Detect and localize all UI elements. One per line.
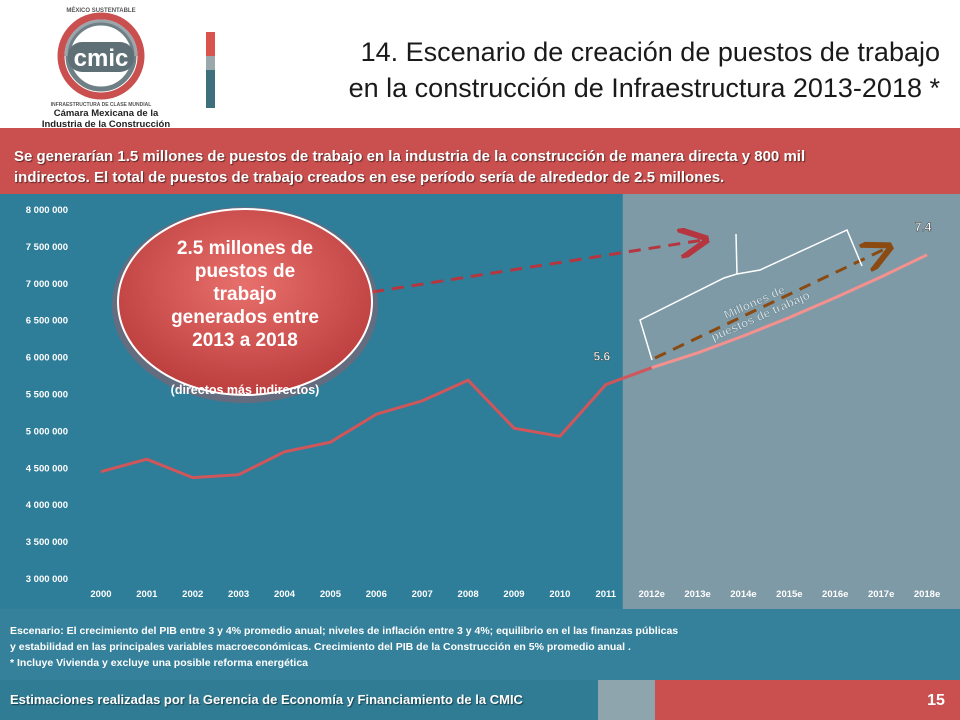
y-tick-label: 6 000 000 [26, 353, 68, 364]
page-title: 14. Escenario de creación de puestos de … [240, 34, 940, 106]
callout-line: generados entre [171, 307, 319, 328]
scenario-line-3: * Incluye Vivienda y excluye una posible… [10, 657, 309, 669]
x-tick-label: 2017e [868, 589, 894, 600]
footer-source: Estimaciones realizadas por la Gerencia … [10, 692, 523, 707]
data-label: 7.4 [915, 220, 932, 234]
y-tick-label: 5 000 000 [26, 426, 68, 437]
cmic-logo: MÉXICO SUSTENTABLE cmic INFRAESTRUCTURA … [42, 6, 170, 130]
y-tick-label: 7 000 000 [26, 279, 68, 290]
x-tick-label: 2001 [136, 589, 158, 600]
x-tick-label: 2000 [90, 589, 111, 600]
callout-arrow [371, 240, 703, 294]
logo-top-text: MÉXICO SUSTENTABLE [66, 6, 135, 14]
x-tick-label: 2003 [228, 589, 249, 600]
x-tick-label: 2011 [595, 589, 616, 600]
callout-subtext: (directos más indirectos) [171, 383, 320, 397]
x-tick-label: 2018e [914, 589, 940, 600]
y-tick-label: 4 000 000 [26, 500, 68, 511]
y-tick-label: 3 000 000 [26, 574, 68, 585]
scenario-panel [0, 609, 960, 680]
logo-org-line1: Cámara Mexicana de la [54, 108, 159, 119]
x-tick-label: 2006 [366, 589, 387, 600]
y-tick-label: 7 500 000 [26, 242, 68, 253]
logo-brand: cmic [74, 45, 129, 72]
x-tick-label: 2012e [638, 589, 664, 600]
summary-banner [0, 128, 960, 194]
title-line-2: en la construcción de Infraestructura 20… [348, 73, 940, 103]
y-tick-label: 3 500 000 [26, 537, 68, 548]
page-number: 15 [927, 692, 945, 709]
x-tick-label: 2015e [776, 589, 802, 600]
y-tick-label: 5 500 000 [26, 390, 68, 401]
chart-container: 3 000 000 3 500 000 4 000 000 4 500 000 5 00… [0, 194, 960, 609]
footer [0, 680, 960, 720]
data-label: 5.6 [593, 350, 610, 364]
title-accent-bar [206, 32, 215, 108]
x-tick-label: 2008 [458, 589, 479, 600]
scenario-line-1: Escenario: El crecimiento del PIB entre … [10, 625, 679, 637]
header [0, 0, 960, 128]
callout-line: 2.5 millones de [177, 238, 313, 259]
x-tick-label: 2010 [549, 589, 570, 600]
forecast-series-line [651, 253, 928, 370]
y-tick-label: 4 500 000 [26, 463, 68, 474]
forecast-region [622, 194, 960, 609]
employment-line-chart: 3 000 000 3 500 000 4 000 000 4 500 000 5 00… [0, 194, 960, 609]
callout-line: trabajo [213, 284, 276, 305]
footer-right-band [655, 680, 960, 720]
x-tick-label: 2005 [320, 589, 342, 600]
footer-mid-band [598, 680, 655, 720]
x-tick-label: 2002 [182, 589, 203, 600]
summary-text: Se generarían 1.5 millones de puestos de… [14, 146, 949, 188]
title-line-1: 14. Escenario de creación de puestos de … [360, 37, 940, 67]
logo-org-line2: Industria de la Construcción [42, 119, 170, 130]
callout-line: puestos de [195, 261, 295, 282]
logo-tagline: INFRAESTRUCTURA DE CLASE MUNDIAL [51, 102, 152, 108]
x-tick-label: 2016e [822, 589, 848, 600]
scenario-line-2: y estabilidad en las principales variabl… [10, 641, 631, 653]
x-tick-label: 2009 [503, 589, 524, 600]
summary-line-2: indirectos. El total de puestos de traba… [14, 169, 725, 186]
summary-line-1: Se generarían 1.5 millones de puestos de… [14, 148, 806, 165]
scenario-notes: Escenario: El crecimiento del PIB entre … [10, 623, 910, 671]
x-tick-label: 2014e [730, 589, 756, 600]
brace [639, 228, 863, 361]
footer-left-band [0, 680, 598, 720]
forecast-arrow [654, 248, 887, 360]
x-tick-label: 2004 [274, 589, 296, 600]
historical-series-line [100, 366, 653, 480]
y-tick-label: 6 500 000 [26, 316, 68, 327]
callout-line: 2013 a 2018 [192, 330, 298, 351]
x-tick-label: 2013e [684, 589, 710, 600]
y-tick-label: 8 000 000 [26, 205, 68, 216]
x-tick-label: 2007 [412, 589, 433, 600]
